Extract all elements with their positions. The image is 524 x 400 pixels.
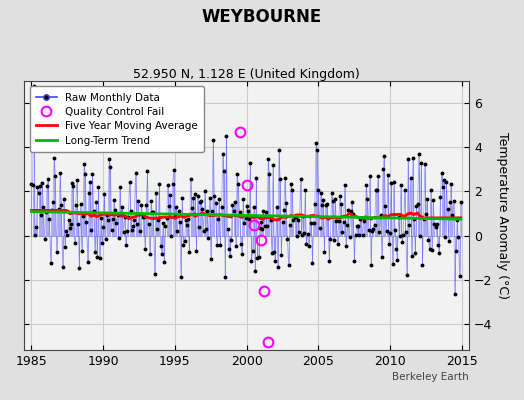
Text: Berkeley Earth: Berkeley Earth — [392, 372, 469, 382]
Legend: Raw Monthly Data, Quality Control Fail, Five Year Moving Average, Long-Term Tren: Raw Monthly Data, Quality Control Fail, … — [29, 86, 204, 152]
Y-axis label: Temperature Anomaly (°C): Temperature Anomaly (°C) — [496, 132, 509, 299]
Title: 52.950 N, 1.128 E (United Kingdom): 52.950 N, 1.128 E (United Kingdom) — [133, 68, 360, 81]
Text: WEYBOURNE: WEYBOURNE — [202, 8, 322, 26]
